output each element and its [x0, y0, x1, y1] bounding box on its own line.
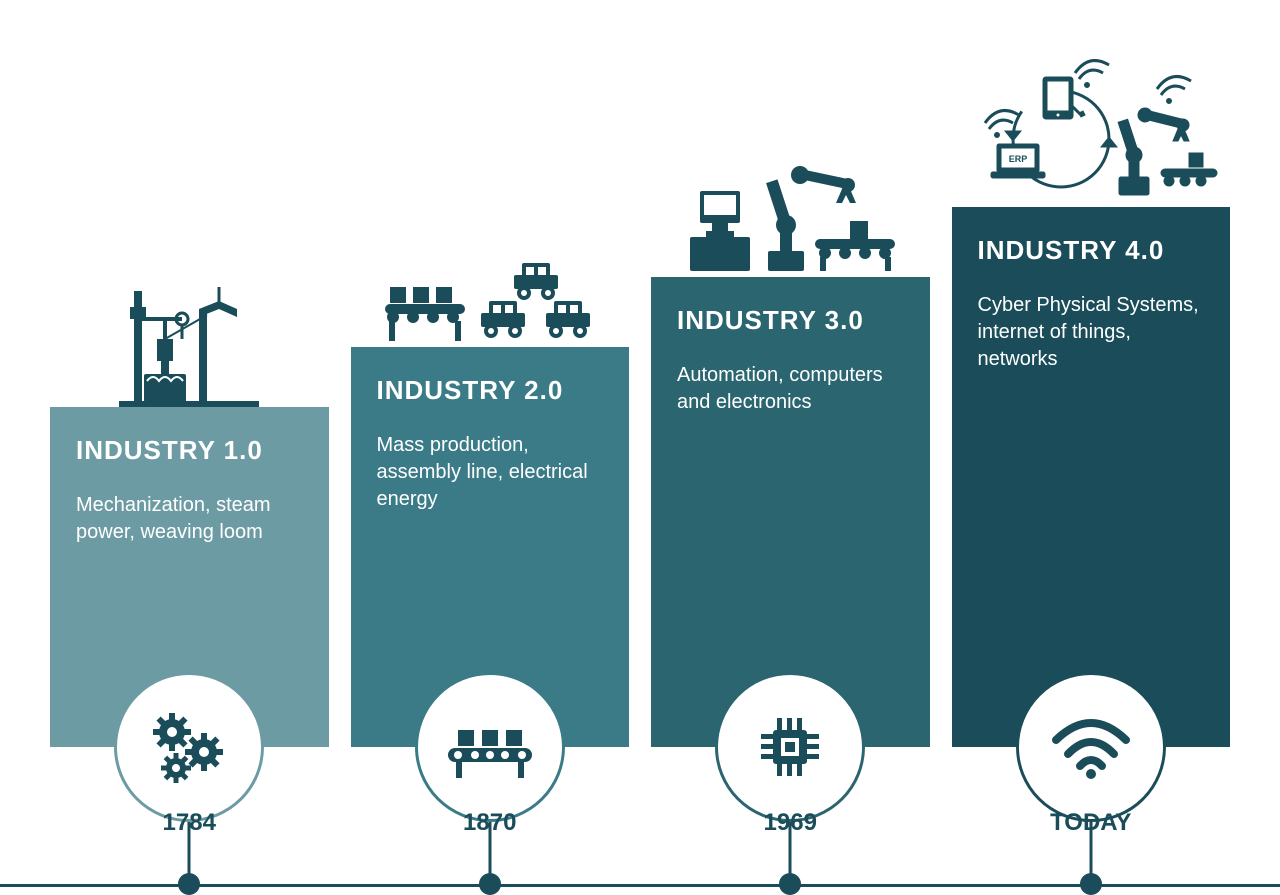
era-4-title: INDUSTRY 4.0: [978, 235, 1205, 266]
steam-engine-icon: [50, 279, 329, 409]
era-4-year: TODAY: [952, 809, 1231, 837]
era-2-title: INDUSTRY 2.0: [377, 375, 604, 406]
era-1-desc: Mechanization, steam power, weaving loom: [76, 492, 303, 546]
era-4-desc: Cyber Physical Systems, internet of thin…: [978, 292, 1205, 373]
era-3-desc: Automation, computers and electronics: [677, 362, 904, 416]
era-2-year: 1870: [351, 809, 630, 837]
era-2-desc: Mass production, assembly line, electric…: [377, 432, 604, 513]
era-1-year: 1784: [50, 809, 329, 837]
chip-icon: [715, 672, 865, 822]
infographic-container: INDUSTRY 1.0 Mechanization, steam power,…: [30, 0, 1250, 887]
robot-arm-icon: [651, 149, 930, 279]
era-2: INDUSTRY 2.0 Mass production, assembly l…: [351, 219, 630, 747]
gears-icon: [114, 672, 264, 822]
iot-network-icon: ERP: [952, 79, 1231, 209]
wifi-icon: [1016, 672, 1166, 822]
era-3-year: 1969: [651, 809, 930, 837]
era-1-title: INDUSTRY 1.0: [76, 435, 303, 466]
years-row: 1784 1870 1969 TODAY: [30, 809, 1250, 837]
era-3: INDUSTRY 3.0 Automation, computers and e…: [651, 149, 930, 747]
bars-row: INDUSTRY 1.0 Mechanization, steam power,…: [30, 97, 1250, 747]
svg-text:ERP: ERP: [1008, 154, 1027, 164]
assembly-line-icon: [351, 219, 630, 349]
era-1: INDUSTRY 1.0 Mechanization, steam power,…: [50, 279, 329, 747]
era-4: ERP: [952, 79, 1231, 747]
conveyor-icon: [415, 672, 565, 822]
era-3-title: INDUSTRY 3.0: [677, 305, 904, 336]
era-4-bar: INDUSTRY 4.0 Cyber Physical Systems, int…: [952, 207, 1231, 747]
